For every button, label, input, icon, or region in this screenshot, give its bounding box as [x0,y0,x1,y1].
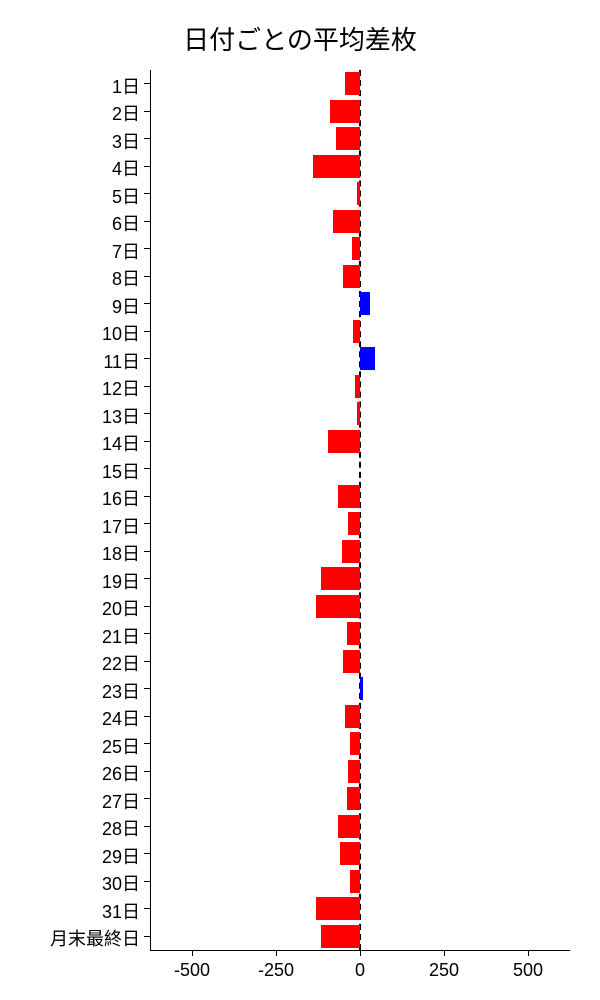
bar [355,375,360,398]
y-axis-label: 27日 [2,788,140,814]
y-axis-label: 31日 [2,898,140,924]
bar [348,760,360,783]
bar [345,705,360,728]
bar [347,787,360,810]
y-axis-label: 17日 [2,513,140,539]
bar [357,402,360,425]
bar [321,925,360,948]
y-axis-label: 1日 [2,73,140,99]
y-axis-label: 30日 [2,870,140,896]
y-axis-label: 3日 [2,128,140,154]
bar [352,237,360,260]
bar [316,595,360,618]
bar [360,292,370,315]
bar [345,72,360,95]
y-axis-label: 26日 [2,760,140,786]
bar [343,650,360,673]
x-tick [360,950,361,956]
y-axis-label: 11日 [2,348,140,374]
y-axis-label: 6日 [2,210,140,236]
bar [336,127,360,150]
x-axis-label: -250 [258,960,294,981]
y-axis-label: 10日 [2,320,140,346]
x-axis-label: 0 [355,960,365,981]
x-axis-label: -500 [174,960,210,981]
bar [316,897,360,920]
bar [330,100,360,123]
y-axis-label: 12日 [2,375,140,401]
y-axis-label: 5日 [2,183,140,209]
y-axis-label: 23日 [2,678,140,704]
bar [357,182,360,205]
y-axis-label: 24日 [2,705,140,731]
bar [338,485,360,508]
y-axis-label: 15日 [2,458,140,484]
y-axis-label: 25日 [2,733,140,759]
y-axis-label: 7日 [2,238,140,264]
y-axis-label: 18日 [2,540,140,566]
x-axis-label: 500 [513,960,543,981]
y-axis-label: 20日 [2,595,140,621]
chart-container: 日付ごとの平均差枚 1日2日3日4日5日6日7日8日9日10日11日12日13日… [0,0,600,1000]
x-tick [444,950,445,956]
y-axis-label: 8日 [2,265,140,291]
x-tick [192,950,193,956]
y-axis-label: 13日 [2,403,140,429]
bar [353,320,360,343]
y-axis-label: 4日 [2,155,140,181]
bar [360,677,363,700]
y-axis-label: 22日 [2,650,140,676]
x-tick [528,950,529,956]
y-axis-label: 16日 [2,485,140,511]
bar [342,540,360,563]
bar [350,732,360,755]
bar [328,430,360,453]
bar [360,347,375,370]
y-axis-label: 28日 [2,815,140,841]
bar [321,567,360,590]
y-axis-label: 29日 [2,843,140,869]
bar [313,155,360,178]
bar [333,210,360,233]
bar [350,870,360,893]
y-axis-label: 21日 [2,623,140,649]
y-axis-label: 2日 [2,100,140,126]
bar [347,622,360,645]
y-axis-label: 19日 [2,568,140,594]
y-axis-line [150,70,151,950]
x-axis-label: 250 [429,960,459,981]
plot-area: 1日2日3日4日5日6日7日8日9日10日11日12日13日14日15日16日1… [150,70,570,950]
bar [343,265,360,288]
chart-title: 日付ごとの平均差枚 [0,20,600,57]
x-tick [276,950,277,956]
bar [340,842,360,865]
y-axis-label: 月末最終日 [2,925,140,951]
y-axis-label: 14日 [2,430,140,456]
bar [338,815,360,838]
bar [348,512,360,535]
y-axis-label: 9日 [2,293,140,319]
